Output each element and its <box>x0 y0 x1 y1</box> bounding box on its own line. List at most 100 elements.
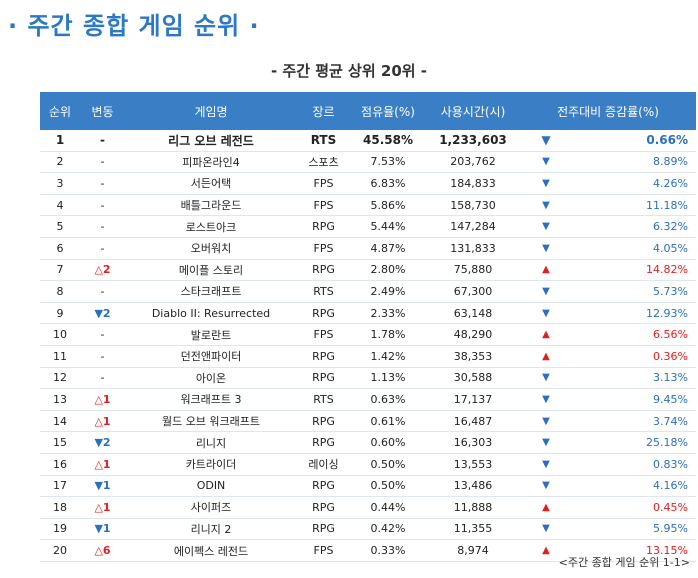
rate-cell: 0.66% <box>572 130 696 152</box>
table-row: 16 △1 카트라이더 레이싱 0.50% 13,553 ▼ 0.83% <box>40 453 696 476</box>
hours-cell: 48,290 <box>426 323 520 346</box>
share-cell: 0.60% <box>350 431 426 454</box>
genre-cell: RPG <box>297 496 350 519</box>
share-cell: 2.33% <box>350 302 426 325</box>
hours-cell: 11,888 <box>426 496 520 519</box>
hours-cell: 16,487 <box>426 410 520 433</box>
change-cell: - <box>80 280 125 303</box>
genre-cell: RPG <box>297 345 350 368</box>
rate-cell: 0.45% <box>572 496 696 519</box>
share-cell: 0.61% <box>350 410 426 433</box>
ranking-table: 순위 변동 게임명 장르 점유율(%) 사용시간(시) 전주대비 증감률(%) … <box>40 92 696 562</box>
game-name-cell: 배틀그라운드 <box>125 194 297 217</box>
table-row: 4- 배틀그라운드 FPS 5.86% 158,730 ▼ 11.18% <box>40 194 696 217</box>
trend-down-icon: ▼ <box>520 453 572 476</box>
genre-cell: RPG <box>297 367 350 390</box>
game-name-cell: 리니지 2 <box>125 518 297 541</box>
table-row: 13 △1 워크래프트 3 RTS 0.63% 17,137 ▼ 9.45% <box>40 388 696 411</box>
header-genre: 장르 <box>297 92 350 130</box>
trend-down-icon: ▼ <box>520 302 572 325</box>
rank-cell: 19 <box>40 518 80 541</box>
share-cell: 4.87% <box>350 237 426 260</box>
change-cell: ▼2 <box>80 431 125 454</box>
genre-cell: RPG <box>297 475 350 498</box>
genre-cell: FPS <box>297 194 350 217</box>
game-name-cell: 서든어택 <box>125 172 297 195</box>
rate-cell: 4.16% <box>572 475 696 498</box>
rank-cell: 2 <box>40 151 80 174</box>
change-cell: - <box>80 237 125 260</box>
change-cell: - <box>80 345 125 368</box>
table-row: 3- 서든어택 FPS 6.83% 184,833 ▼ 4.26% <box>40 172 696 195</box>
table-row: 14 △1 월드 오브 워크래프트 RPG 0.61% 16,487 ▼ 3.74% <box>40 410 696 433</box>
genre-cell: RPG <box>297 259 350 282</box>
rank-cell: 6 <box>40 237 80 260</box>
game-name-cell: 사이퍼즈 <box>125 496 297 519</box>
rate-cell: 4.26% <box>572 172 696 195</box>
game-name-cell: 던전앤파이터 <box>125 345 297 368</box>
genre-cell: FPS <box>297 237 350 260</box>
share-cell: 0.44% <box>350 496 426 519</box>
rate-cell: 4.05% <box>572 237 696 260</box>
rank-cell: 16 <box>40 453 80 476</box>
trend-up-icon: ▲ <box>520 539 572 562</box>
rate-cell: 6.32% <box>572 215 696 238</box>
rank-cell: 5 <box>40 215 80 238</box>
rank-cell: 13 <box>40 388 80 411</box>
rate-cell: 14.82% <box>572 259 696 282</box>
header-rank: 순위 <box>40 92 80 130</box>
table-row: 19 ▼1 리니지 2 RPG 0.42% 11,355 ▼ 5.95% <box>40 518 696 541</box>
game-name-cell: 카트라이더 <box>125 453 297 476</box>
trend-up-icon: ▲ <box>520 323 572 346</box>
trend-down-icon: ▼ <box>520 431 572 454</box>
hours-cell: 203,762 <box>426 151 520 174</box>
trend-down-icon: ▼ <box>520 151 572 174</box>
table-row: 20 △6 에이펙스 레전드 FPS 0.33% 8,974 ▲ 13.15% <box>40 539 696 562</box>
trend-down-icon: ▼ <box>520 388 572 411</box>
rate-cell: 5.95% <box>572 518 696 541</box>
rank-cell: 20 <box>40 539 80 562</box>
share-cell: 0.33% <box>350 539 426 562</box>
game-name-cell: 오버워치 <box>125 237 297 260</box>
genre-cell: RTS <box>297 388 350 411</box>
share-cell: 0.50% <box>350 453 426 476</box>
change-cell: ▼2 <box>80 302 125 325</box>
rate-cell: 0.83% <box>572 453 696 476</box>
rank-cell: 17 <box>40 475 80 498</box>
trend-down-icon: ▼ <box>520 130 572 152</box>
game-name-cell: Diablo II: Resurrected <box>125 302 297 325</box>
game-name-cell: 메이플 스토리 <box>125 259 297 282</box>
table-caption: <주간 종합 게임 순위 1-1> <box>558 556 690 569</box>
header-game-name: 게임명 <box>125 92 297 130</box>
trend-up-icon: ▲ <box>520 345 572 368</box>
genre-cell: RPG <box>297 518 350 541</box>
hours-cell: 75,880 <box>426 259 520 282</box>
header-share: 점유율(%) <box>350 92 426 130</box>
table-row: 5- 로스트아크 RPG 5.44% 147,284 ▼ 6.32% <box>40 215 696 238</box>
rank-cell: 4 <box>40 194 80 217</box>
game-name-cell: 피파온라인4 <box>125 151 297 174</box>
game-name-cell: 워크래프트 3 <box>125 388 297 411</box>
share-cell: 7.53% <box>350 151 426 174</box>
rate-cell: 6.56% <box>572 323 696 346</box>
rank-cell: 10 <box>40 323 80 346</box>
change-cell: - <box>80 367 125 390</box>
hours-cell: 13,486 <box>426 475 520 498</box>
genre-cell: FPS <box>297 539 350 562</box>
share-cell: 6.83% <box>350 172 426 195</box>
share-cell: 5.86% <box>350 194 426 217</box>
share-cell: 0.42% <box>350 518 426 541</box>
rank-cell: 11 <box>40 345 80 368</box>
page-title: · 주간 종합 게임 순위 · <box>8 12 260 40</box>
rate-cell: 3.13% <box>572 367 696 390</box>
genre-cell: RPG <box>297 215 350 238</box>
share-cell: 0.50% <box>350 475 426 498</box>
game-name-cell: ODIN <box>125 475 297 498</box>
trend-down-icon: ▼ <box>520 475 572 498</box>
hours-cell: 184,833 <box>426 172 520 195</box>
genre-cell: 레이싱 <box>297 453 350 476</box>
table-row: 15 ▼2 리니지 RPG 0.60% 16,303 ▼ 25.18% <box>40 431 696 454</box>
hours-cell: 13,553 <box>426 453 520 476</box>
rate-cell: 13.15% <box>572 539 696 562</box>
hours-cell: 38,353 <box>426 345 520 368</box>
